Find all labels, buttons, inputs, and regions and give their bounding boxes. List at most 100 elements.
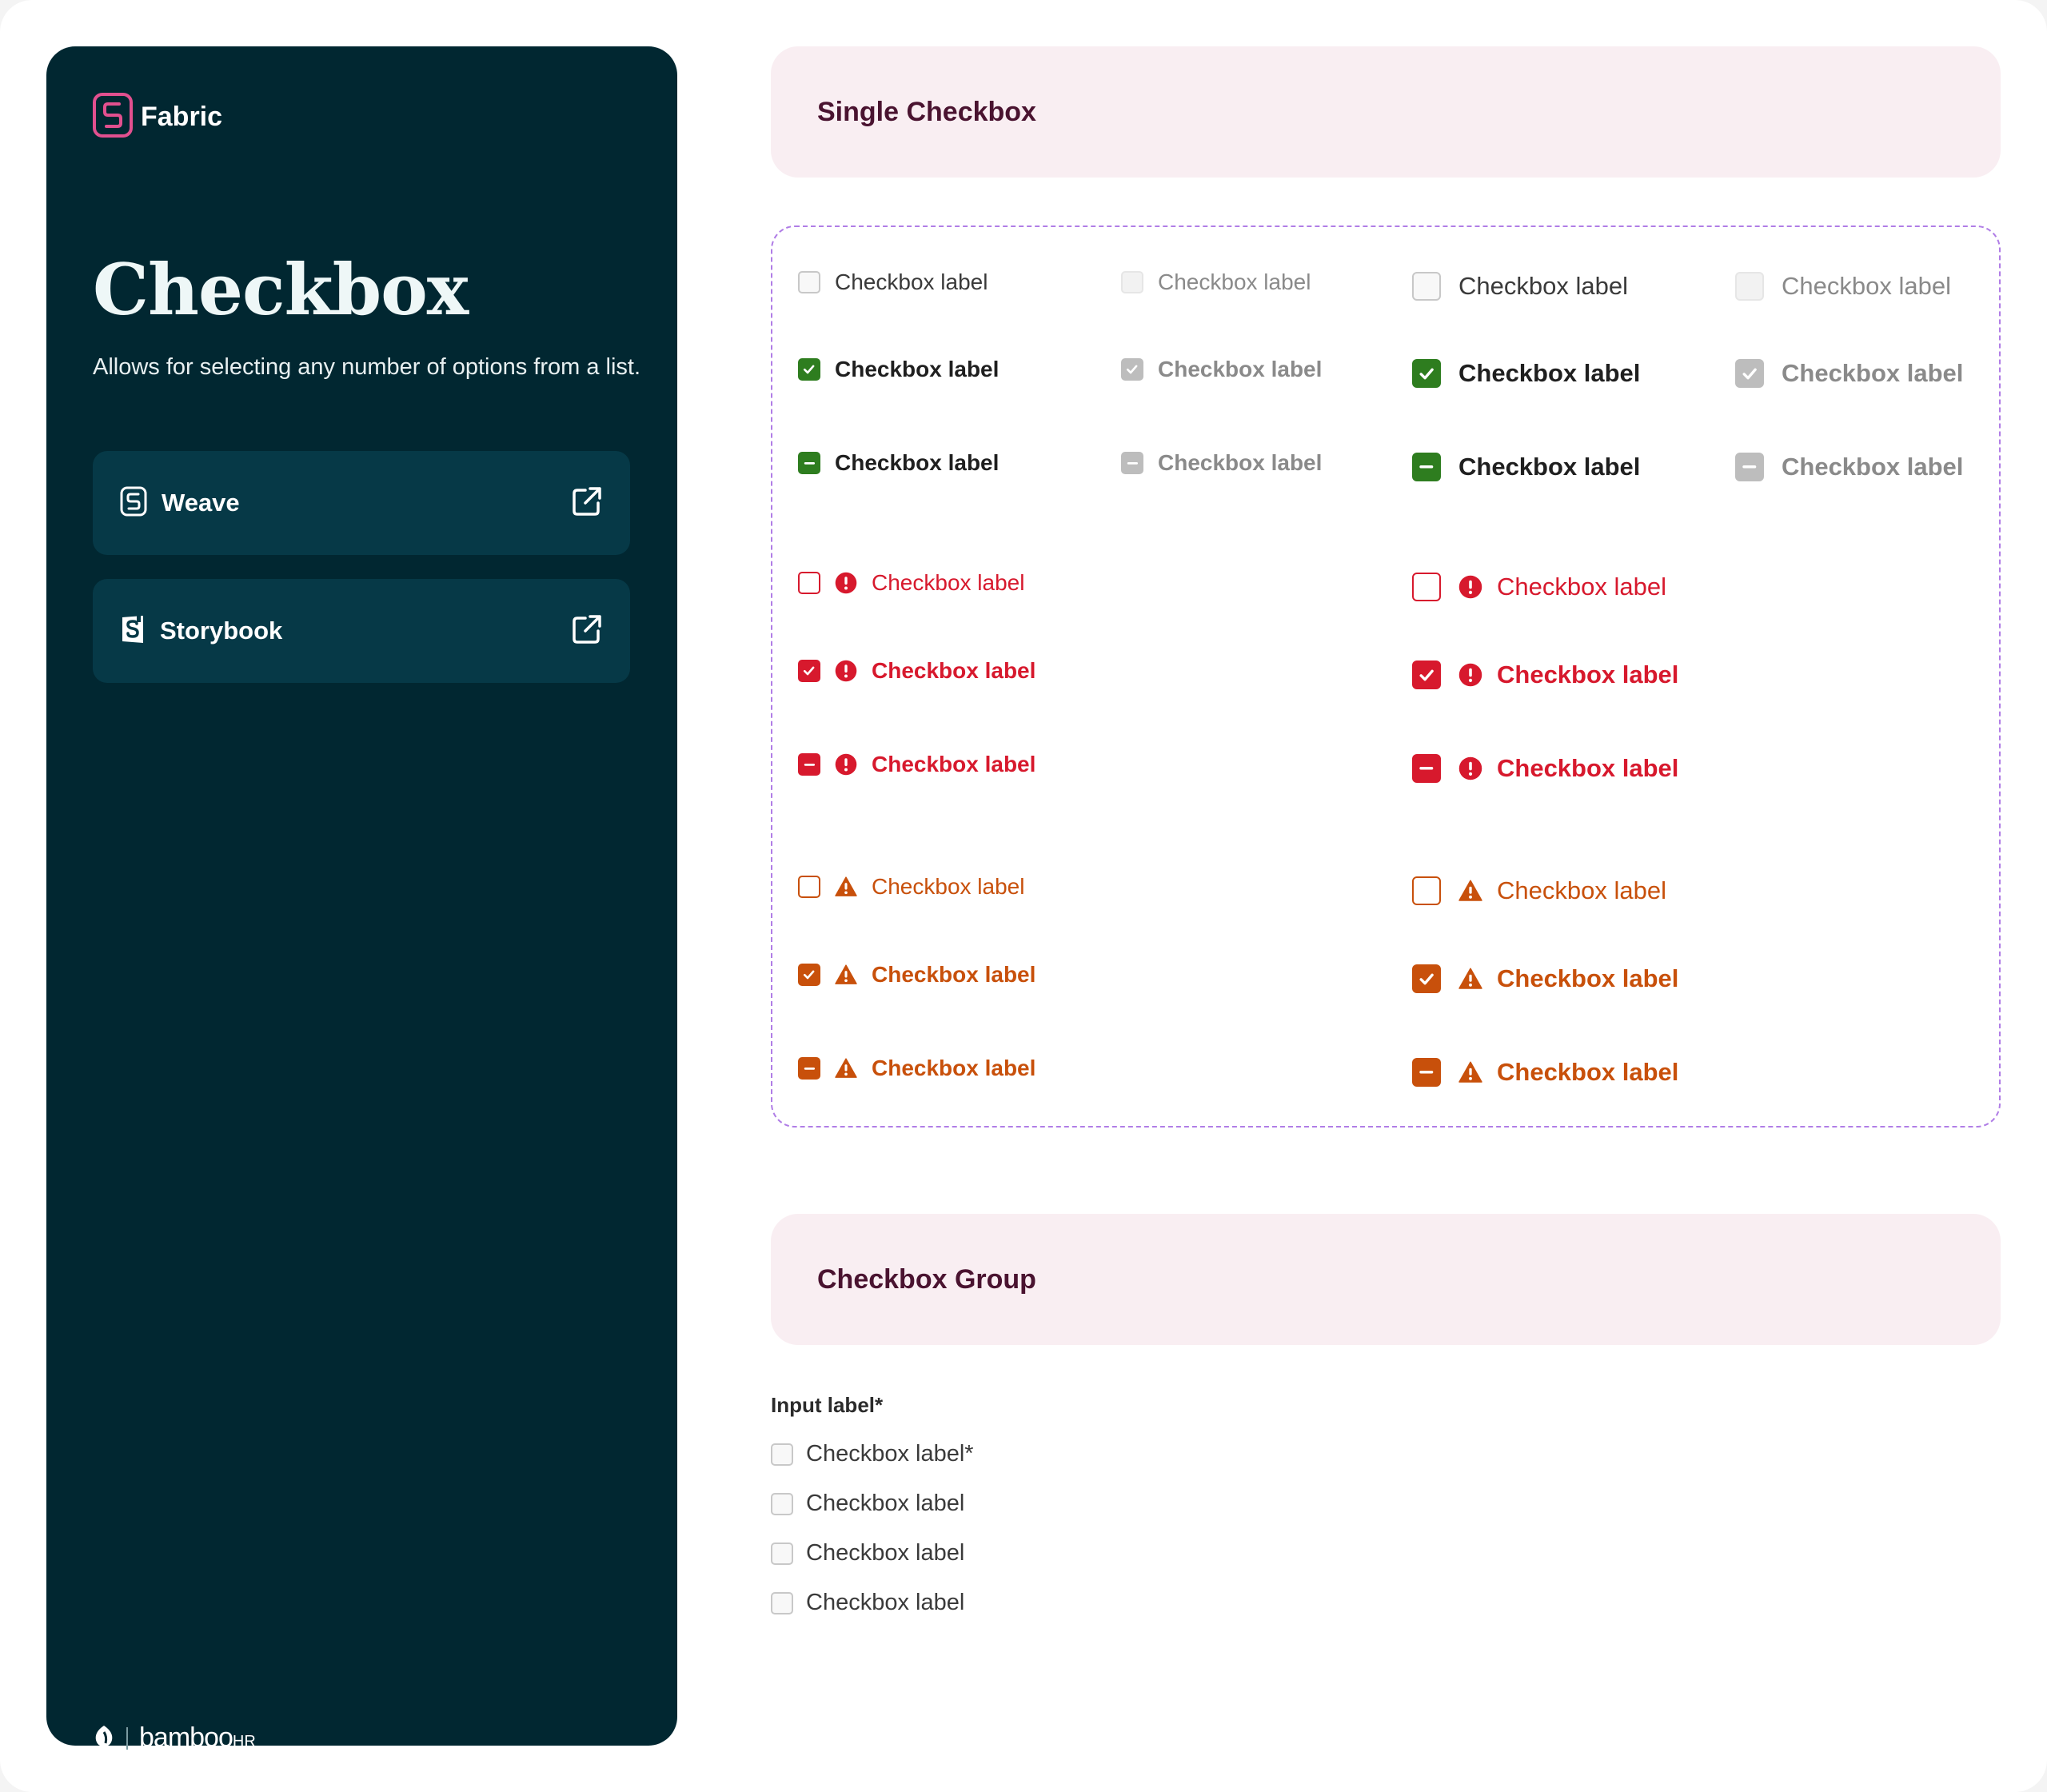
checkmark-icon [1418,365,1435,382]
checkbox-label: Checkbox label [1497,661,1679,688]
storybook-link-card[interactable]: Storybook [93,579,630,683]
checkbox-group-section-header: Checkbox Group [771,1214,2001,1345]
bamboohr-logo: bambooHR [139,1722,256,1754]
checkmark-icon [1418,666,1435,684]
external-link-icon [571,613,603,649]
checkbox-disabled-unchecked-small: Checkbox label [1121,269,1311,295]
checkbox-box[interactable] [771,1542,793,1565]
checkmark-icon [802,664,816,677]
checkbox-box[interactable] [1412,1058,1441,1087]
checkbox-error-checked-large[interactable]: Checkbox label [1412,661,1678,689]
checkbox-box[interactable] [798,964,820,986]
checkbox-warning-unchecked-large[interactable]: Checkbox label [1412,876,1666,905]
checkbox-box[interactable] [771,1443,793,1466]
checkmark-icon [802,362,816,376]
checkbox-error-unchecked-small[interactable]: Checkbox label [798,570,1024,596]
weave-link-label: Weave [162,489,240,517]
checkbox-default-unchecked-small[interactable]: Checkbox label [798,269,988,295]
checkbox-variants-grid [771,225,2001,1127]
checkbox-box[interactable] [1412,272,1441,301]
checkbox-error-indeterminate-large[interactable]: Checkbox label [1412,754,1678,783]
checkbox-box [1121,358,1143,381]
checkbox-default-indeterminate-large[interactable]: Checkbox label [1412,453,1640,481]
checkbox-label: Checkbox label [872,874,1025,899]
checkbox-warning-checked-large[interactable]: Checkbox label [1412,964,1678,993]
minus-icon [1741,458,1758,476]
checkbox-label: Checkbox label [872,570,1025,595]
section-title: Checkbox Group [817,1263,1036,1295]
checkbox-warning-indeterminate-large[interactable]: Checkbox label [1412,1058,1678,1087]
minus-icon [803,1062,816,1076]
brand[interactable]: Fabric [93,93,222,142]
checkbox-label: Checkbox label [806,1540,965,1566]
warning-icon [835,1057,857,1080]
checkbox-error-indeterminate-small[interactable]: Checkbox label [798,752,1035,777]
checkbox-label: Checkbox label [872,752,1036,776]
checkbox-default-checked-small[interactable]: Checkbox label [798,357,999,382]
checkbox-label: Checkbox label [1458,359,1641,387]
sidebar: Fabric Checkbox Allows for selecting any… [46,46,677,1753]
checkbox-label: Checkbox label [1782,272,1951,300]
checkbox-disabled-checked-small: Checkbox label [1121,357,1322,382]
group-checkbox-3[interactable]: Checkbox label [771,1540,964,1567]
checkbox-box[interactable] [1412,359,1441,388]
checkbox-disabled-checked-large: Checkbox label [1735,359,1963,388]
checkbox-error-unchecked-large[interactable]: Checkbox label [1412,573,1666,601]
checkbox-box[interactable] [798,753,820,776]
checkmark-icon [802,968,816,981]
checkbox-box[interactable] [1412,573,1441,601]
checkbox-default-checked-large[interactable]: Checkbox label [1412,359,1640,388]
minus-icon [1418,760,1435,777]
checkbox-box[interactable] [798,1057,820,1080]
warning-icon [835,964,857,986]
minus-icon [1126,457,1139,470]
checkbox-label: Checkbox label [872,1056,1036,1080]
checkbox-box[interactable] [1412,964,1441,993]
checkbox-warning-checked-small[interactable]: Checkbox label [798,962,1035,988]
checkbox-label: Checkbox label [1782,453,1964,481]
checkbox-box[interactable] [771,1591,793,1614]
checkbox-label: Checkbox label [835,269,988,294]
checkbox-warning-unchecked-small[interactable]: Checkbox label [798,874,1024,900]
group-checkbox-2[interactable]: Checkbox label [771,1491,964,1517]
checkbox-error-checked-small[interactable]: Checkbox label [798,658,1035,684]
checkbox-box[interactable] [1412,754,1441,783]
error-icon [835,660,857,682]
checkbox-default-unchecked-large[interactable]: Checkbox label [1412,272,1628,301]
bamboohr-logo-suffix: HR [232,1733,256,1750]
storybook-logo-icon [120,614,146,649]
checkbox-box[interactable] [798,876,820,898]
footer-brand: bambooHR [93,1722,256,1754]
checkbox-disabled-indeterminate-large: Checkbox label [1735,453,1963,481]
checkbox-label: Checkbox label [1458,453,1641,481]
checkbox-box[interactable] [798,358,820,381]
weave-logo-icon [120,486,147,521]
warning-icon [1458,967,1482,991]
checkmark-icon [1741,365,1758,382]
checkbox-box[interactable] [1412,876,1441,905]
checkbox-warning-indeterminate-small[interactable]: Checkbox label [798,1056,1035,1081]
page-description: Allows for selecting any number of optio… [93,354,641,380]
checkbox-box[interactable] [798,452,820,474]
checkbox-label: Checkbox label [1458,272,1628,300]
warning-icon [1458,1060,1482,1084]
checkmark-icon [1125,362,1139,376]
bamboohr-logo-text: bamboo [139,1722,233,1753]
brand-name: Fabric [141,102,223,132]
checkbox-box[interactable] [1412,453,1441,481]
external-link-icon [571,485,603,521]
group-checkbox-1[interactable]: Checkbox label* [771,1441,974,1467]
group-checkbox-4[interactable]: Checkbox label [771,1590,964,1616]
error-icon [1458,575,1482,599]
checkbox-box[interactable] [771,1492,793,1515]
checkbox-default-indeterminate-small[interactable]: Checkbox label [798,450,999,476]
warning-icon [835,876,857,898]
checkbox-label: Checkbox label [835,450,1000,475]
checkbox-box[interactable] [798,271,820,293]
checkbox-box[interactable] [1412,661,1441,689]
checkbox-box[interactable] [798,572,820,594]
checkbox-box[interactable] [798,660,820,682]
weave-link-card[interactable]: Weave [93,451,630,555]
error-icon [1458,663,1482,687]
